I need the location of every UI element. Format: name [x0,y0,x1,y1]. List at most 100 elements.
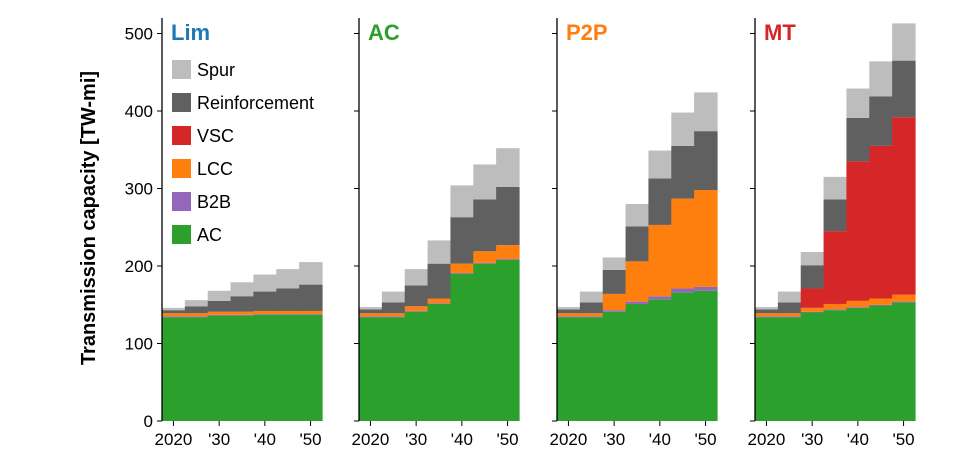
b2b-bar [496,259,520,260]
ac-bar [625,303,650,421]
b2b-bar [427,303,452,304]
reinforcement-bar [625,226,650,262]
reinforcement-bar [381,302,406,314]
b2b-bar [381,316,406,318]
b2b-bar [625,301,650,304]
ac-bar [253,314,277,421]
ac-bar [381,317,406,421]
x-tick-label: 2020 [748,430,786,449]
spur-bar [557,307,581,310]
reinforcement-bar [359,309,383,314]
x-tick-label: '50 [892,430,914,449]
ac-bar [579,317,604,421]
lcc-bar [823,303,848,310]
b2b-bar [207,314,232,316]
reinforcement-bar [427,263,452,299]
reinforcement-bar [869,96,893,146]
b2b-bar [404,310,429,312]
lcc-bar [800,307,825,312]
ac-bar [473,263,497,421]
b2b-bar [557,316,581,318]
vsc-bar [823,231,848,304]
reinforcement-bar [777,302,802,314]
spur-bar [473,164,497,200]
legend-swatch-b2b [172,192,191,211]
reinforcement-bar [648,178,672,225]
legend-swatch-ac [172,225,191,244]
spur-bar [625,204,650,227]
b2b-bar [579,316,604,318]
lcc-bar [253,310,277,315]
reinforcement-bar [579,302,604,314]
b2b-bar [299,314,323,315]
ac-bar [404,311,429,421]
y-tick-label: 200 [125,257,153,276]
lcc-bar [162,313,186,317]
spur-bar [648,150,672,179]
reinforcement-bar [162,310,186,314]
ac-bar [694,290,718,421]
lcc-bar [777,313,802,317]
reinforcement-bar [557,309,581,314]
ac-bar [777,317,802,421]
lcc-bar [557,313,581,317]
legend: Spur Reinforcement VSC LCC B2B AC [172,60,314,245]
x-tick-label: '50 [496,430,518,449]
spur-bar [207,290,232,301]
ac-bar [671,292,695,421]
x-tick-label: '40 [451,430,473,449]
ac-bar [230,315,255,421]
ac-bar [276,314,300,421]
ac-bar [755,317,779,421]
x-tick-label: '50 [299,430,321,449]
spur-bar [755,307,779,310]
reinforcement-bar [892,60,916,118]
lcc-bar [473,251,497,263]
reinforcement-bar [800,265,825,289]
ac-bar [846,307,870,421]
panel-title: P2P [566,20,608,45]
vsc-bar [869,145,893,299]
reinforcement-bar [230,296,255,312]
x-tick-label: '30 [208,430,230,449]
spur-bar [184,300,209,307]
lcc-bar [648,224,672,297]
spur-bar [496,148,520,187]
legend-label-ac: AC [197,225,222,245]
b2b-bar [184,316,209,318]
lcc-bar [427,298,452,304]
spur-bar [823,176,848,200]
ac-bar [299,314,323,421]
spur-bar [253,274,277,292]
y-tick-label: 300 [125,180,153,199]
spur-bar [602,257,627,270]
ac-bar [162,317,186,421]
x-tick-label: '50 [694,430,716,449]
legend-swatch-reinforcement [172,93,191,112]
lcc-bar [846,300,870,308]
reinforcement-bar [755,309,779,314]
b2b-bar [162,316,186,318]
ac-bar [496,259,520,421]
reinforcement-bar [276,288,300,311]
lcc-bar [602,293,627,311]
legend-swatch-lcc [172,159,191,178]
y-tick-label: 100 [125,335,153,354]
lcc-bar [625,261,650,302]
reinforcement-bar [602,269,627,294]
spur-bar [381,291,406,303]
legend-label-b2b: B2B [197,192,231,212]
spur-bar [869,61,893,97]
lcc-bar [869,298,893,305]
spur-bar [427,240,452,264]
x-tick-label: 2020 [352,430,390,449]
x-tick-label: '40 [254,430,276,449]
spur-bar [162,307,186,311]
b2b-bar [755,316,779,318]
y-axis-label: Transmission capacity [TW-mi] [78,71,100,365]
spur-bar [892,23,916,61]
b2b-bar [253,314,277,315]
legend-swatch-spur [172,60,191,79]
reinforcement-bar [823,199,848,232]
